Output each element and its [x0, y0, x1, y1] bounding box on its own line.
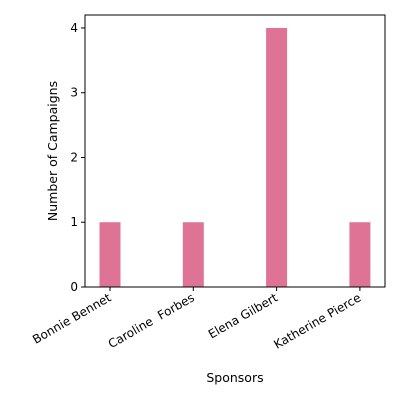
y-axis-label: Number of Campaigns [45, 81, 60, 221]
y-tick-label: 0 [70, 280, 78, 294]
bar-4 [349, 222, 370, 287]
y-tick-label: 1 [70, 215, 78, 229]
y-tick-label: 2 [70, 150, 78, 164]
x-axis-label: Sponsors [206, 370, 263, 385]
y-tick-label: 3 [70, 86, 78, 100]
bar-3 [266, 28, 287, 287]
y-tick-label: 4 [70, 21, 78, 35]
bar-1 [100, 222, 121, 287]
bar-2 [183, 222, 204, 287]
